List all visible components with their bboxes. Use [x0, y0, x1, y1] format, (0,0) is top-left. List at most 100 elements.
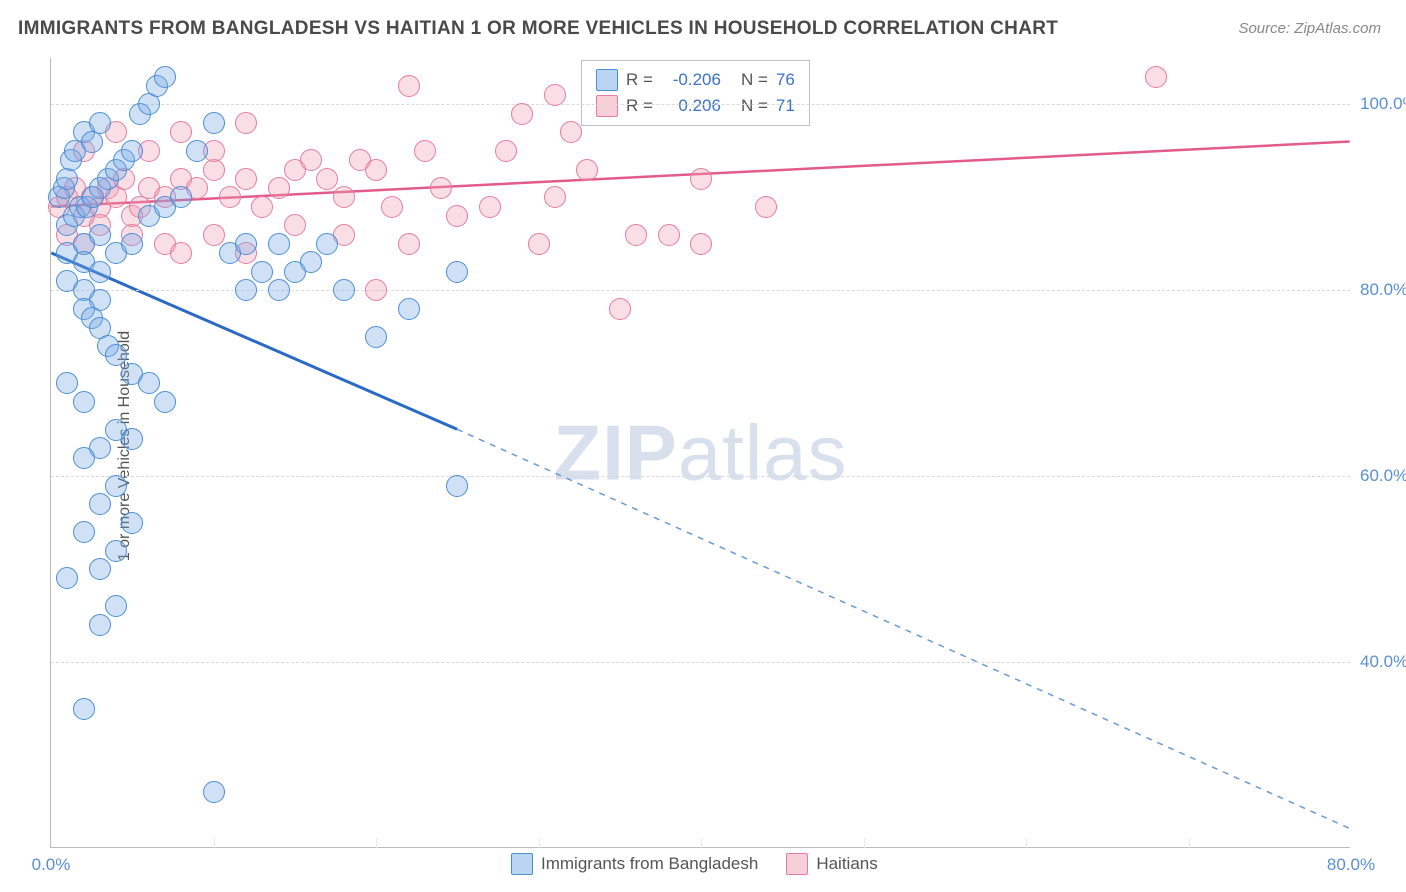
scatter-point: [89, 614, 111, 636]
scatter-point: [56, 168, 78, 190]
scatter-point: [121, 233, 143, 255]
scatter-point: [609, 298, 631, 320]
scatter-point: [365, 279, 387, 301]
scatter-point: [170, 242, 192, 264]
scatter-point: [56, 372, 78, 394]
scatter-point: [105, 344, 127, 366]
scatter-point: [235, 279, 257, 301]
legend-n-value: 76: [776, 70, 795, 90]
scatter-point: [73, 391, 95, 413]
scatter-point: [658, 224, 680, 246]
scatter-point: [398, 298, 420, 320]
scatter-point: [316, 233, 338, 255]
legend-swatch: [786, 853, 808, 875]
y-tick-label: 100.0%: [1360, 94, 1406, 114]
scatter-point: [89, 112, 111, 134]
plot-area: ZIPatlas R =-0.206N =76R =0.206N =71 Imm…: [50, 58, 1350, 848]
legend-swatch: [511, 853, 533, 875]
scatter-point: [690, 233, 712, 255]
scatter-point: [251, 196, 273, 218]
scatter-point: [300, 149, 322, 171]
scatter-point: [333, 186, 355, 208]
scatter-point: [544, 186, 566, 208]
series-legend: Immigrants from Bangladesh Haitians: [511, 853, 878, 875]
scatter-point: [446, 205, 468, 227]
scatter-point: [511, 103, 533, 125]
scatter-point: [495, 140, 517, 162]
scatter-point: [560, 121, 582, 143]
legend-r-label: R =: [626, 96, 653, 116]
scatter-point: [89, 558, 111, 580]
legend-r-value: 0.206: [661, 96, 721, 116]
scatter-point: [73, 698, 95, 720]
scatter-point: [219, 186, 241, 208]
series-label: Immigrants from Bangladesh: [541, 854, 758, 874]
watermark-bold: ZIP: [553, 408, 677, 496]
scatter-point: [89, 493, 111, 515]
scatter-point: [398, 233, 420, 255]
legend-row: R =0.206N =71: [596, 93, 795, 119]
scatter-point: [121, 140, 143, 162]
scatter-point: [105, 540, 127, 562]
scatter-point: [333, 279, 355, 301]
gridline-horizontal: [51, 476, 1350, 477]
series-legend-item: Immigrants from Bangladesh: [511, 853, 758, 875]
x-tick-label: 0.0%: [32, 855, 71, 875]
x-tick-label: 80.0%: [1327, 855, 1375, 875]
scatter-point: [138, 372, 160, 394]
scatter-point: [268, 177, 290, 199]
scatter-point: [755, 196, 777, 218]
scatter-point: [56, 567, 78, 589]
legend-swatch: [596, 69, 618, 91]
scatter-point: [105, 475, 127, 497]
scatter-point: [1145, 66, 1167, 88]
gridline-vertical: [864, 838, 865, 848]
correlation-legend: R =-0.206N =76R =0.206N =71: [581, 60, 810, 126]
gridline-vertical: [1026, 838, 1027, 848]
gridline-vertical: [214, 838, 215, 848]
scatter-point: [170, 186, 192, 208]
scatter-point: [268, 279, 290, 301]
legend-n-label: N =: [741, 70, 768, 90]
legend-n-value: 71: [776, 96, 795, 116]
scatter-point: [121, 512, 143, 534]
scatter-point: [430, 177, 452, 199]
gridline-vertical: [539, 838, 540, 848]
scatter-point: [170, 121, 192, 143]
watermark: ZIPatlas: [553, 407, 847, 498]
scatter-point: [235, 233, 257, 255]
gridline-horizontal: [51, 662, 1350, 663]
scatter-point: [528, 233, 550, 255]
scatter-point: [576, 159, 598, 181]
scatter-point: [235, 112, 257, 134]
legend-r-label: R =: [626, 70, 653, 90]
scatter-point: [316, 168, 338, 190]
scatter-point: [398, 75, 420, 97]
scatter-point: [544, 84, 566, 106]
legend-r-value: -0.206: [661, 70, 721, 90]
scatter-point: [73, 447, 95, 469]
scatter-point: [446, 261, 468, 283]
gridline-horizontal: [51, 104, 1350, 105]
gridline-vertical: [376, 838, 377, 848]
trend-line: [457, 429, 1350, 828]
chart-title: IMMIGRANTS FROM BANGLADESH VS HAITIAN 1 …: [18, 18, 1058, 40]
source-label: Source: ZipAtlas.com: [1238, 20, 1381, 37]
series-label: Haitians: [816, 854, 877, 874]
scatter-point: [235, 168, 257, 190]
scatter-point: [365, 326, 387, 348]
scatter-point: [690, 168, 712, 190]
gridline-vertical: [701, 838, 702, 848]
scatter-point: [154, 391, 176, 413]
y-tick-label: 40.0%: [1360, 652, 1406, 672]
scatter-point: [203, 112, 225, 134]
scatter-point: [268, 233, 290, 255]
scatter-point: [186, 140, 208, 162]
scatter-point: [284, 214, 306, 236]
legend-swatch: [596, 95, 618, 117]
scatter-point: [365, 159, 387, 181]
legend-row: R = -0.206 N = 76: [596, 67, 795, 93]
scatter-point: [203, 224, 225, 246]
scatter-point: [381, 196, 403, 218]
scatter-point: [625, 224, 647, 246]
